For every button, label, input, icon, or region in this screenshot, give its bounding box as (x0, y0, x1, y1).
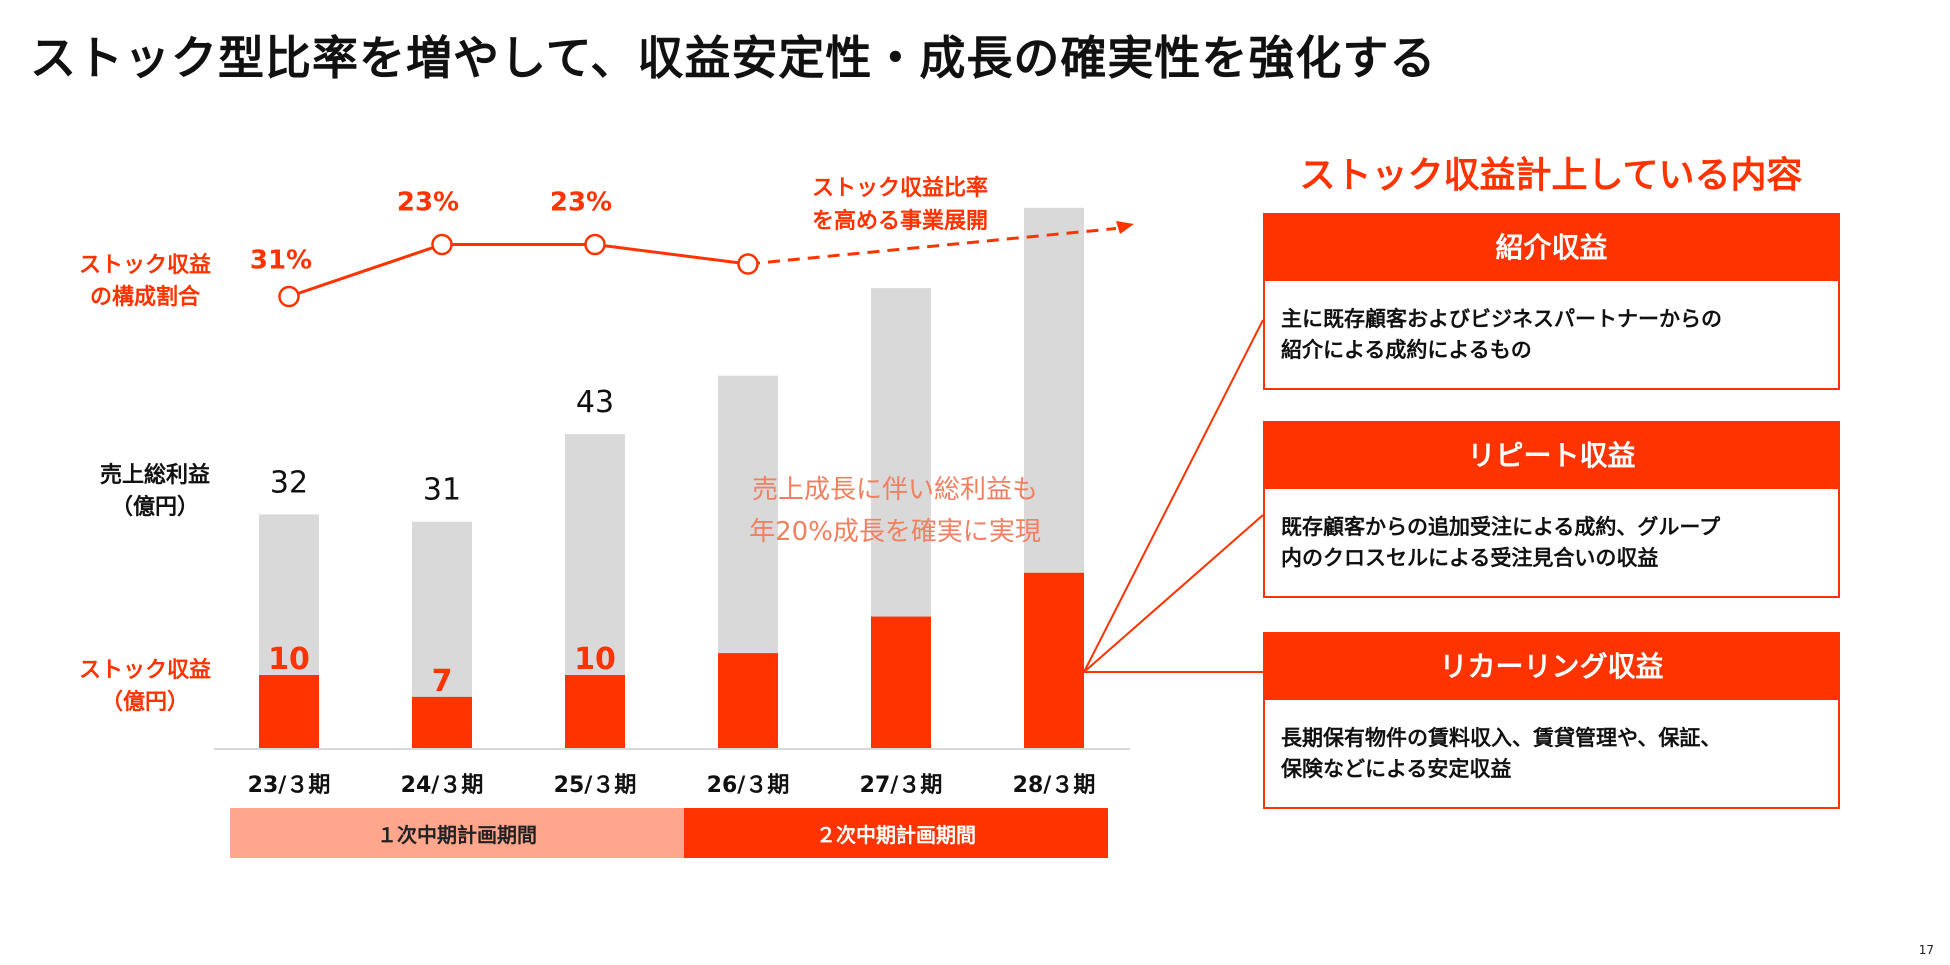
stock-share-point (584, 233, 606, 256)
stock-share-value-label: 23% (397, 188, 459, 218)
x-tick-label: 26/３期 (707, 773, 790, 798)
card-title: リピート収益 (1263, 421, 1840, 487)
card-text-line: 主に既存顧客およびビジネスパートナーからの (1281, 307, 1722, 332)
gross-profit-label-line-2: （億円） (110, 494, 199, 520)
card-text-line: 既存顧客からの追加受注による成約、グループ (1281, 515, 1721, 540)
stock-share-point (737, 253, 759, 275)
stock-revenue-bar (412, 696, 472, 748)
card-title: 紹介収益 (1263, 213, 1840, 279)
stock-revenue-contents-title: ストック収益計上している内容 (1299, 155, 1803, 196)
card-repeat-revenue: リピート収益 既存顧客からの追加受注による成約、グループ 内のクロスセルによる受… (1263, 421, 1840, 598)
card-connector-line (1083, 514, 1264, 673)
card-text-line: 保険などによる安定収益 (1281, 756, 1512, 781)
card-text-line: 長期保有物件の賃料収入、賃貸管理や、保証、 (1281, 726, 1722, 751)
stock-share-label-line-2: の構成割合 (89, 284, 200, 310)
page-number: 17 (1918, 943, 1934, 957)
stock-revenue-label-line-2: （億円） (100, 689, 189, 715)
projection-dashed-line (747, 227, 1117, 266)
stock-revenue-bar (259, 675, 319, 748)
stock-share-value-label: 23% (550, 188, 612, 218)
stock-revenue-value-label: 10 (574, 642, 616, 677)
card-connector-line (1083, 319, 1264, 673)
x-tick-label: 27/３期 (860, 773, 943, 798)
stock-revenue-bar (871, 616, 931, 748)
stock-share-value-label: 31% (250, 246, 312, 276)
card-referral-revenue: 紹介収益 主に既存顧客およびビジネスパートナーからの 紹介による成約によるもの (1263, 213, 1840, 390)
card-recurring-revenue: リカーリング収益 長期保有物件の賃料収入、賃貸管理や、保証、 保険などによる安定… (1263, 632, 1840, 809)
stock-revenue-bar (718, 653, 778, 748)
stock-share-label-line-1: ストック収益 (78, 253, 211, 278)
x-tick-label: 28/３期 (1013, 773, 1096, 798)
gross-profit-value-label: 31 (423, 473, 461, 508)
x-tick-label: 24/３期 (401, 773, 484, 798)
card-body: 主に既存顧客およびビジネスパートナーからの 紹介による成約によるもの (1263, 279, 1840, 390)
arrow-annotation-line-1: ストック収益比率 (811, 176, 988, 201)
period-second-plan: ２次中期計画期間 (684, 808, 1108, 858)
gross-profit-label-line-1: 売上総利益 (99, 463, 210, 488)
card-body: 長期保有物件の賃料収入、賃貸管理や、保証、 保険などによる安定収益 (1263, 698, 1840, 809)
x-tick-label: 23/３期 (248, 773, 331, 798)
stock-share-point (278, 285, 300, 308)
card-title: リカーリング収益 (1263, 632, 1840, 698)
stock-revenue-bar (1024, 572, 1084, 748)
gross-profit-label: 売上総利益 （億円） (80, 460, 230, 524)
page-title: ストック型比率を増やして、収益安定性・成長の確実性を強化する (30, 31, 1437, 85)
stock-revenue-label: ストック収益 （億円） (60, 655, 230, 719)
x-tick-label: 25/３期 (554, 773, 637, 798)
arrow-annotation: ストック収益比率 を高める事業展開 (770, 172, 1030, 238)
stock-share-label: ストック収益 の構成割合 (60, 250, 230, 314)
arrow-annotation-line-2: を高める事業展開 (811, 209, 988, 234)
stock-revenue-value-label: 10 (268, 642, 310, 677)
period-first-plan: １次中期計画期間 (230, 808, 684, 858)
stock-revenue-value-label: 7 (432, 664, 453, 699)
gross-profit-value-label: 43 (576, 385, 614, 420)
stock-revenue-label-line-1: ストック収益 (78, 658, 211, 683)
card-text-line: 内のクロスセルによる受注見合いの収益 (1281, 545, 1659, 570)
stock-share-line (288, 243, 749, 298)
center-annotation-line-1: 売上成長に伴い総利益も (751, 475, 1038, 505)
card-body: 既存顧客からの追加受注による成約、グループ 内のクロスセルによる受注見合いの収益 (1263, 487, 1840, 598)
stock-share-point (431, 233, 453, 256)
projection-arrowhead (1116, 221, 1134, 234)
center-annotation: 売上成長に伴い総利益も 年20%成長を確実に実現 (720, 470, 1070, 553)
center-annotation-line-2: 年20%成長を確実に実現 (749, 516, 1041, 547)
stock-revenue-bar (565, 675, 625, 748)
gross-profit-value-label: 32 (270, 465, 308, 500)
card-text-line: 紹介による成約によるもの (1281, 337, 1532, 362)
